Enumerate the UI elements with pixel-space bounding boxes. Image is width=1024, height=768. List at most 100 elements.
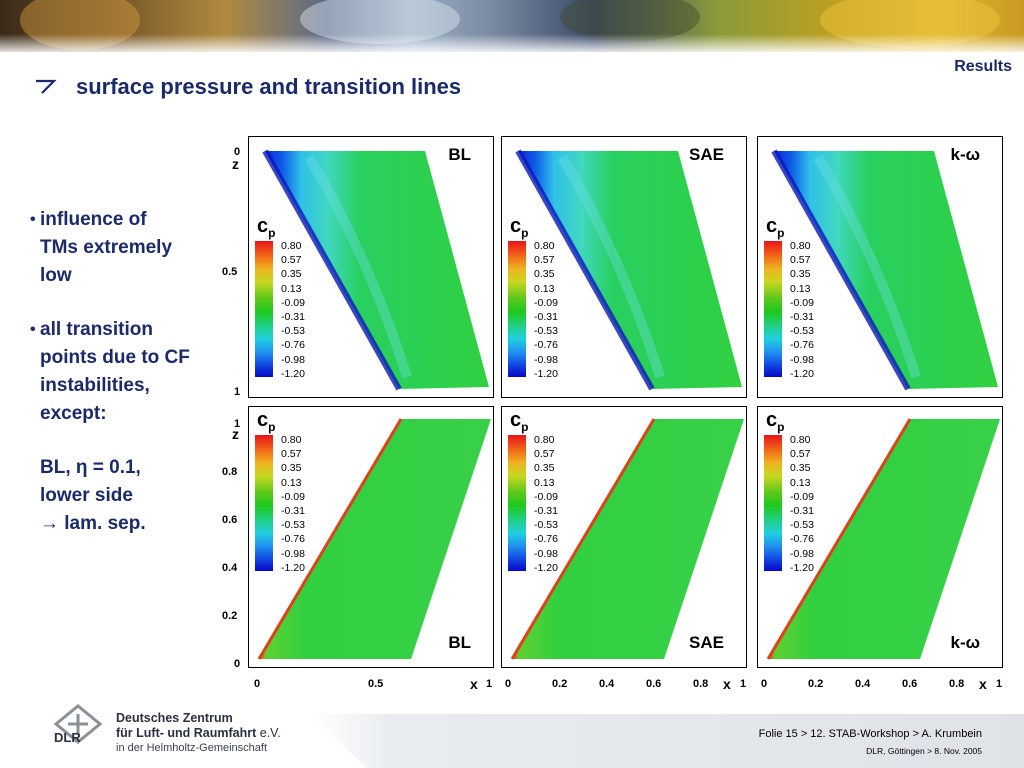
leading-edge-suction xyxy=(262,149,402,391)
panel-model-label: k-ω xyxy=(950,145,980,164)
cp-legend-title: cp xyxy=(766,409,784,434)
logo-line2: für Luft- und Raumfahrt e.V. xyxy=(116,726,281,740)
x-tick-label: 0 xyxy=(505,678,512,690)
colorbar-level-label: 0.80 xyxy=(534,240,555,252)
colorbar-levels: 0.80 0.57 0.35 0.13 -0.09 -0.31 -0.53 -0.76 -0.9… xyxy=(534,239,558,381)
cp-colorbar-legend: cp 0.80 0.57 0.35 0.13 -0.09 -0.31 -0.53 -0.76 -0… xyxy=(764,409,824,574)
colorbar-level-label: -0.31 xyxy=(790,505,814,518)
bullet-line: influence of xyxy=(40,209,147,230)
cp-symbol: c xyxy=(257,215,269,237)
colorbar-level-label: 0.13 xyxy=(281,476,302,489)
cp-contour-figure: BL cp 0.80 0.57 0.35 0.13 -0.09 -0.31 -0.53 -0.76… xyxy=(218,130,1008,700)
x-tick-label: 0.4 xyxy=(855,678,871,690)
section-label: Results xyxy=(954,58,1012,75)
z-axis-label: z xyxy=(232,426,239,442)
leading-edge-stagnation xyxy=(257,418,403,660)
colorbar-level-label: 0.57 xyxy=(790,254,811,267)
colorbar-level-label: 0.35 xyxy=(790,268,811,281)
cp-subscript: p xyxy=(521,420,529,434)
cp-colorbar-legend: cp 0.80 0.57 0.35 0.13 -0.09 -0.31 -0.53 -0.76 -0… xyxy=(255,215,315,380)
z-tick-label: 0.8 xyxy=(222,466,238,478)
exception-line: lower side xyxy=(40,485,133,506)
leading-edge-suction xyxy=(515,149,655,391)
logo-line2-text: für Luft- und Raumfahrt xyxy=(116,726,257,740)
z-tick-label: 0.4 xyxy=(222,562,238,574)
cp-colorbar-legend: cp 0.80 0.57 0.35 0.13 -0.09 -0.31 -0.53 -0.76 -0… xyxy=(255,409,315,574)
colorbar-level-label: -1.20 xyxy=(281,561,305,574)
colorbar-gradient xyxy=(508,241,526,377)
cp-legend-title: cp xyxy=(257,215,275,240)
colorbar-level-label: 0.13 xyxy=(534,282,555,295)
colorbar-level-label: -0.76 xyxy=(790,533,814,546)
colorbar-level-label: -0.98 xyxy=(534,547,558,560)
colorbar-level-label: 0.80 xyxy=(790,240,811,252)
panel-model-label: BL xyxy=(448,633,471,652)
colorbar-level-label: -0.53 xyxy=(790,519,814,532)
colorbar-level-label: 0.13 xyxy=(534,476,555,489)
colorbar-levels: 0.80 0.57 0.35 0.13 -0.09 -0.31 -0.53 -0.76 -0.9… xyxy=(534,433,558,575)
bullet-line: instabilities, xyxy=(40,375,150,396)
colorbar-level-label: 0.57 xyxy=(281,254,302,267)
wing-surface-svg xyxy=(262,149,489,391)
colorbar-level-label: -0.98 xyxy=(790,547,814,560)
wing-surface-svg xyxy=(515,149,742,391)
colorbar-level-label: 0.13 xyxy=(281,282,302,295)
arrow-icon xyxy=(36,79,57,94)
colorbar-level-label: 0.80 xyxy=(281,240,302,252)
colorbar-level-label: 0.57 xyxy=(790,448,811,461)
contour-panel-top-3: k-ω cp 0.80 0.57 0.35 0.13 -0.09 -0.31 -0.53 -0.7… xyxy=(757,136,1003,398)
z-tick-label: 1 xyxy=(234,418,241,430)
wing-planform xyxy=(518,151,742,389)
colorbar-gradient xyxy=(764,241,782,377)
leading-edge-stagnation xyxy=(766,418,912,660)
exception-line: BL, η = 0.1, xyxy=(40,457,141,478)
colorbar-gradient xyxy=(255,435,273,571)
panel-model-label: k-ω xyxy=(950,633,980,652)
colorbar-level-label: -0.53 xyxy=(534,325,558,338)
wing-surface-svg xyxy=(766,418,1000,660)
bullet-line: all transition xyxy=(40,319,153,340)
wing-planform xyxy=(259,419,491,659)
z-tick-label: 0.5 xyxy=(222,266,238,278)
x-tick-label: 0.2 xyxy=(808,678,824,690)
colorbar-level-label: -0.76 xyxy=(790,339,814,352)
bullet-line: low xyxy=(40,265,72,286)
x-tick-label: 0.6 xyxy=(646,678,662,690)
panel-model-label: SAE xyxy=(689,633,724,652)
x-tick-label: 1 xyxy=(996,678,1003,690)
cp-legend-title: cp xyxy=(257,409,275,434)
panel-model-label: BL xyxy=(448,145,471,164)
exception-line: → lam. sep. xyxy=(40,513,146,534)
colorbar-level-label: -0.31 xyxy=(534,311,558,324)
logo-acronym: DLR xyxy=(54,730,81,745)
transition-band xyxy=(813,154,921,379)
colorbar-level-label: 0.80 xyxy=(790,434,811,446)
colorbar-level-label: 0.57 xyxy=(534,448,555,461)
transition-band xyxy=(304,154,412,379)
dlr-logo-icon xyxy=(53,704,103,744)
colorbar-level-label: -0.09 xyxy=(281,490,305,503)
colorbar-level-label: -0.53 xyxy=(534,519,558,532)
cp-symbol: c xyxy=(510,409,522,431)
colorbar-level-label: 0.35 xyxy=(790,462,811,475)
wing-surface-svg xyxy=(510,418,744,660)
wing-planform xyxy=(768,419,1000,659)
colorbar-level-label: -1.20 xyxy=(534,561,558,574)
cp-subscript: p xyxy=(777,420,785,434)
x-axis-label: x xyxy=(470,676,478,692)
wing-planform xyxy=(774,151,998,389)
bullet-line: points due to CF xyxy=(40,347,190,368)
colorbar-level-label: 0.57 xyxy=(281,448,302,461)
cp-symbol: c xyxy=(766,215,778,237)
colorbar-gradient xyxy=(508,435,526,571)
colorbar-level-label: -1.20 xyxy=(790,367,814,380)
colorbar-level-label: -0.98 xyxy=(281,353,305,366)
colorbar-level-label: -0.76 xyxy=(281,339,305,352)
colorbar-level-label: -0.31 xyxy=(281,505,305,518)
colorbar-level-label: -0.76 xyxy=(281,533,305,546)
leading-edge-suction xyxy=(771,149,911,391)
header-banner xyxy=(0,0,1024,52)
colorbar-level-label: 0.80 xyxy=(281,434,302,446)
wing-planform xyxy=(512,419,744,659)
colorbar-level-label: -0.09 xyxy=(281,296,305,309)
